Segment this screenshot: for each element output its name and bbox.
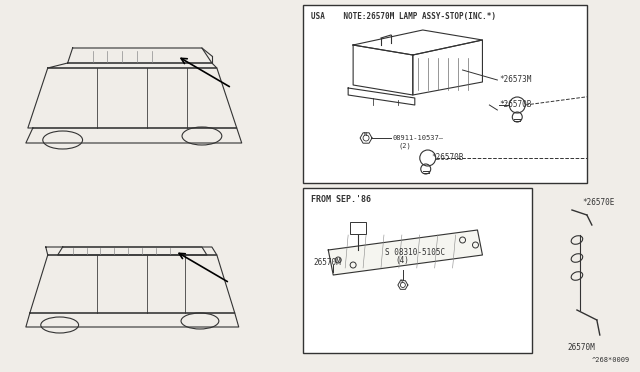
Text: N: N	[364, 132, 367, 137]
Text: *26570B: *26570B	[499, 100, 532, 109]
Text: 26570M: 26570M	[314, 258, 341, 267]
Text: 08911-10537—: 08911-10537—	[393, 135, 444, 141]
Text: S: S	[400, 279, 403, 284]
Text: USA    NOTE:26570M LAMP ASSY-STOP(INC.*): USA NOTE:26570M LAMP ASSY-STOP(INC.*)	[311, 12, 497, 21]
Text: *26570E: *26570E	[582, 198, 614, 207]
Text: ^268*0009: ^268*0009	[592, 357, 630, 363]
Text: *26573M: *26573M	[499, 75, 532, 84]
Text: S 08310-5105C: S 08310-5105C	[385, 248, 445, 257]
Bar	[303, 188, 532, 353]
Polygon shape	[328, 230, 483, 275]
Bar	[350, 222, 366, 234]
Text: (2): (2)	[399, 142, 412, 148]
Text: (4): (4)	[395, 256, 409, 265]
Text: *26570B: *26570B	[432, 153, 464, 162]
Text: FROM SEP.'86: FROM SEP.'86	[311, 195, 371, 204]
Text: ---: ---	[500, 99, 513, 105]
Text: 26570M: 26570M	[567, 343, 595, 352]
Bar	[303, 5, 587, 183]
